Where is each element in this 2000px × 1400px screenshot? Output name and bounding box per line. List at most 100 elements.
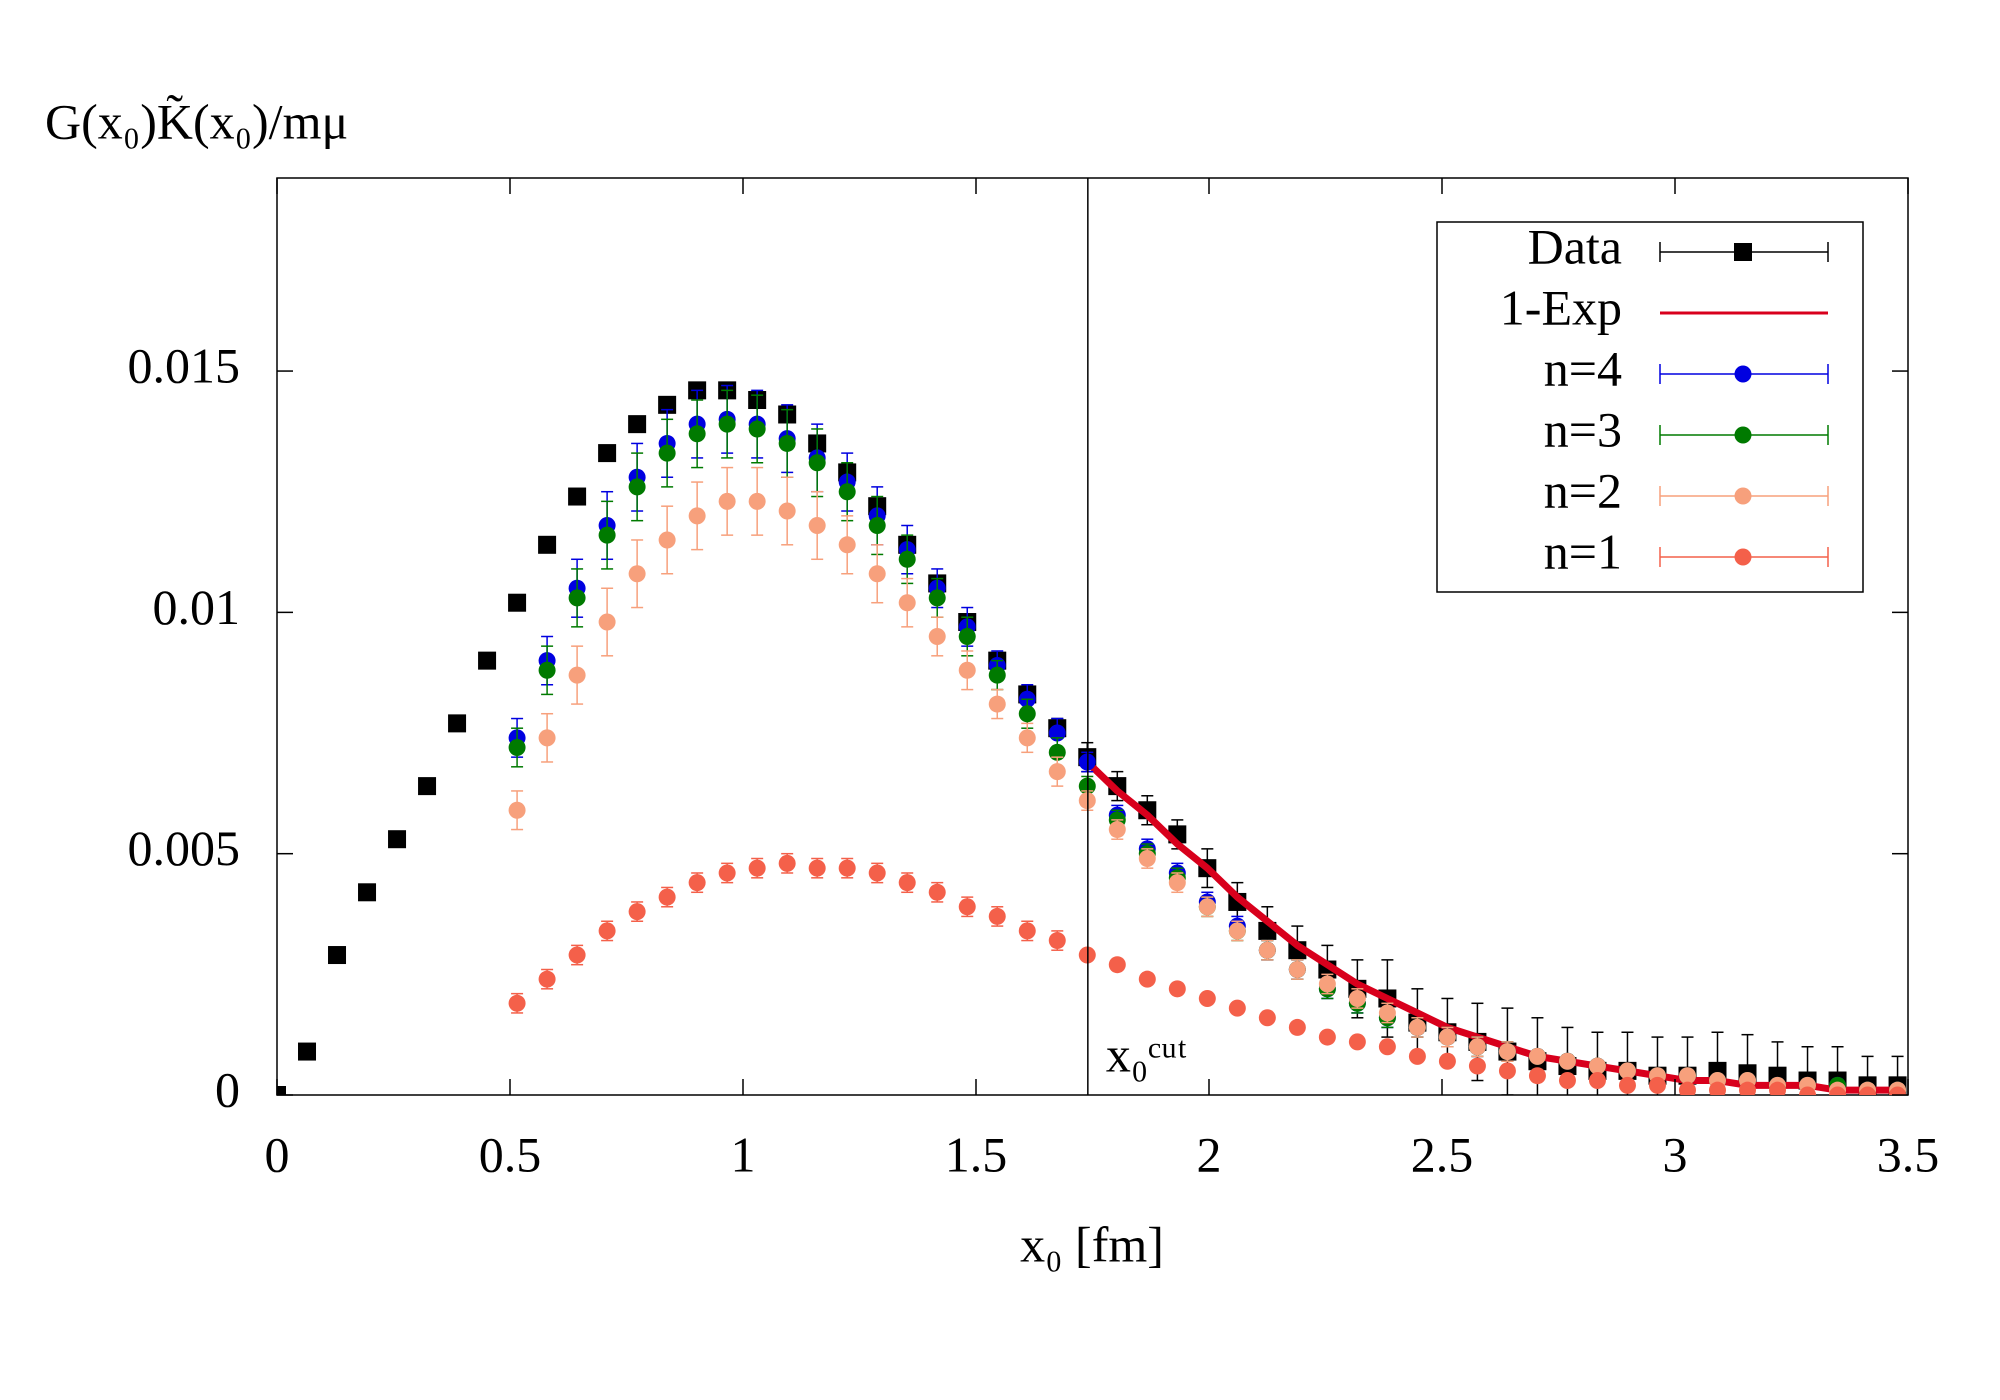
data-point [988,666,1006,684]
x-axis-label: x₀ [fm] [1020,1216,1164,1272]
data-point [1408,1018,1426,1036]
data-point [538,535,557,554]
data-point [1558,1072,1576,1090]
data-point [1138,970,1156,988]
data-point [538,661,556,679]
data-point [1498,1043,1516,1061]
data-point [1528,1067,1546,1085]
data-point [928,589,946,607]
data-point [1198,898,1216,916]
legend-marker [1734,426,1752,444]
data-point [1318,975,1336,993]
data-point [778,854,796,872]
x-tick-label: 2 [1197,1126,1222,1182]
data-point [658,888,676,906]
data-point [1138,850,1156,868]
data-point [1438,1028,1456,1046]
data-point [1678,1067,1696,1085]
data-point [958,661,976,679]
data-point [988,695,1006,713]
data-point [598,444,617,463]
data-point [868,864,886,882]
data-point [1288,1018,1306,1036]
data-point [538,970,556,988]
data-point [658,531,676,549]
data-point [298,1042,317,1061]
data-point [838,859,856,877]
data-point [808,859,826,877]
data-point [1678,1081,1696,1095]
legend-marker [1734,487,1752,505]
y-tick-label: 0.01 [153,579,241,635]
data-point [1288,961,1306,979]
data-point [1048,763,1066,781]
data-point [508,801,526,819]
data-point [508,739,526,757]
data-point [718,492,736,510]
data-point [1348,989,1366,1007]
legend-marker [1734,365,1752,383]
data-point [1258,941,1276,959]
data-point [448,714,467,733]
x-tick-label: 2.5 [1411,1126,1474,1182]
y-tick-label: 0 [215,1061,240,1117]
data-point [898,594,916,612]
data-point [688,874,706,892]
data-point [1168,980,1186,998]
data-point [1859,1086,1877,1095]
data-point [1799,1086,1817,1095]
data-point [418,777,437,796]
data-point [988,907,1006,925]
data-point [628,415,647,434]
x-tick-label: 0 [265,1126,290,1182]
data-point [898,550,916,568]
data-point [958,898,976,916]
data-point [658,444,676,462]
data-point [748,420,766,438]
y-axis-label: G(x₀)K̃(x₀)/mμ [45,93,348,149]
data-point [1258,1009,1276,1027]
data-point [1018,705,1036,723]
x-tick-label: 0.5 [479,1126,542,1182]
data-point [277,1086,286,1095]
data-point [898,874,916,892]
data-point [928,883,946,901]
data-point [748,492,766,510]
data-point [1168,874,1186,892]
data-point [1889,1086,1907,1095]
data-point [688,425,706,443]
data-point [868,516,886,534]
data-point [1348,1033,1366,1051]
data-point [1558,1052,1576,1070]
data-point [1648,1076,1666,1094]
x-tick-label: 1 [731,1126,756,1182]
legend-marker [1734,548,1752,566]
data-point [928,628,946,645]
data-point [1528,1047,1546,1065]
data-point [568,666,586,684]
data-point [1318,1028,1336,1046]
data-point [358,883,377,902]
data-point [1438,1052,1456,1070]
data-point [568,946,586,964]
data-point [1618,1062,1636,1080]
cut-label: x₀ᶜᵘᵗ [1106,1026,1187,1082]
data-point [388,830,407,849]
data-point [1378,1038,1396,1056]
legend-box [1436,221,1864,593]
y-tick-label: 0.015 [128,338,241,394]
data-point [1048,932,1066,950]
y-tick-label: 0.005 [128,820,241,876]
data-point [628,565,646,583]
data-point [478,651,497,670]
data-point [1618,1076,1636,1094]
data-point [1468,1038,1486,1056]
legend-label: n=4 [1544,340,1622,396]
data-point [838,536,856,554]
data-point [808,454,826,472]
data-point [508,994,526,1012]
legend-label: n=2 [1544,462,1622,518]
data-point [688,507,706,525]
legend-label: Data [1528,218,1622,274]
